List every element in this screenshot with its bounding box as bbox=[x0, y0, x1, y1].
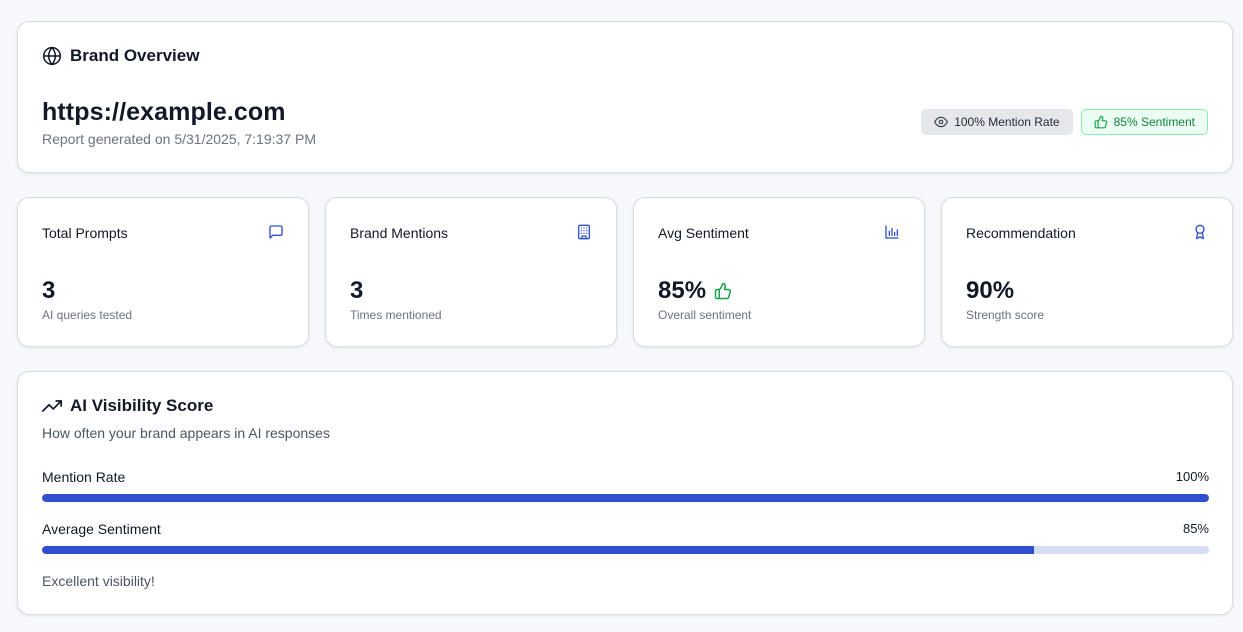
stat-subtitle: Strength score bbox=[966, 308, 1045, 322]
ai-visibility-subtitle: How often your brand appears in AI respo… bbox=[42, 425, 330, 441]
message-square-icon bbox=[269, 225, 283, 239]
trending-up-icon bbox=[42, 400, 62, 412]
stat-card-recommendation: Recommendation 90% Strength score bbox=[941, 197, 1233, 347]
stat-value-row: 85% bbox=[658, 277, 732, 305]
brand-overview-title: Brand Overview bbox=[70, 46, 200, 65]
brand-overview-card: Brand Overview https://example.com Repor… bbox=[17, 21, 1233, 173]
mention-rate-badge: 100% Mention Rate bbox=[921, 109, 1073, 135]
stat-subtitle: AI queries tested bbox=[42, 308, 133, 322]
metric-label: Mention Rate bbox=[42, 469, 126, 485]
sentiment-badge: 85% Sentiment bbox=[1080, 109, 1208, 135]
progress-fill bbox=[42, 546, 1034, 554]
progress-track bbox=[42, 546, 1209, 554]
ai-visibility-title: AI Visibility Score bbox=[70, 396, 214, 415]
bar-chart-icon bbox=[885, 225, 899, 239]
metric-value: 85% bbox=[1182, 521, 1209, 536]
eye-icon bbox=[934, 116, 949, 128]
stat-subtitle: Overall sentiment bbox=[658, 308, 752, 322]
stat-label: Total Prompts bbox=[42, 225, 128, 241]
thumbs-up-icon bbox=[1094, 115, 1107, 129]
stat-card-brand-mentions: Brand Mentions 3 Times mentioned bbox=[325, 197, 617, 347]
report-generated-date: Report generated on 5/31/2025, 7:19:37 P… bbox=[42, 131, 316, 147]
mention-rate-metric: Mention Rate 100% bbox=[42, 469, 1209, 502]
building-icon bbox=[578, 224, 590, 240]
visibility-note: Excellent visibility! bbox=[42, 573, 155, 589]
stat-label: Avg Sentiment bbox=[658, 225, 749, 241]
stat-value-row: 3 bbox=[350, 277, 363, 305]
brand-overview-header: Brand Overview bbox=[42, 46, 199, 66]
stat-value: 85% bbox=[658, 277, 707, 304]
award-icon bbox=[1195, 224, 1205, 240]
stat-value: 3 bbox=[350, 277, 364, 304]
thumbs-up-icon bbox=[714, 282, 732, 300]
overview-badges: 100% Mention Rate 85% Sentiment bbox=[921, 109, 1208, 135]
metric-label: Average Sentiment bbox=[42, 521, 161, 537]
brand-url: https://example.com bbox=[42, 98, 286, 126]
stat-value-row: 90% bbox=[966, 277, 1014, 305]
metric-value: 100% bbox=[1175, 469, 1209, 484]
stat-value: 3 bbox=[42, 277, 56, 304]
stat-card-avg-sentiment: Avg Sentiment 85% Overall sentiment bbox=[633, 197, 925, 347]
stat-card-total-prompts: Total Prompts 3 AI queries tested bbox=[17, 197, 309, 347]
ai-visibility-card: AI Visibility Score How often your brand… bbox=[17, 371, 1233, 615]
ai-visibility-header: AI Visibility Score bbox=[42, 396, 213, 416]
stat-value-row: 3 bbox=[42, 277, 55, 305]
average-sentiment-metric: Average Sentiment 85% bbox=[42, 521, 1209, 554]
stat-subtitle: Times mentioned bbox=[350, 308, 442, 322]
mention-rate-badge-label: 100% Mention Rate bbox=[954, 115, 1060, 129]
progress-fill bbox=[42, 494, 1209, 502]
stat-label: Brand Mentions bbox=[350, 225, 449, 241]
stat-label: Recommendation bbox=[966, 225, 1076, 241]
progress-track bbox=[42, 494, 1209, 502]
stat-value: 90% bbox=[966, 277, 1015, 304]
sentiment-badge-label: 85% Sentiment bbox=[1113, 115, 1195, 129]
globe-icon bbox=[42, 46, 62, 66]
